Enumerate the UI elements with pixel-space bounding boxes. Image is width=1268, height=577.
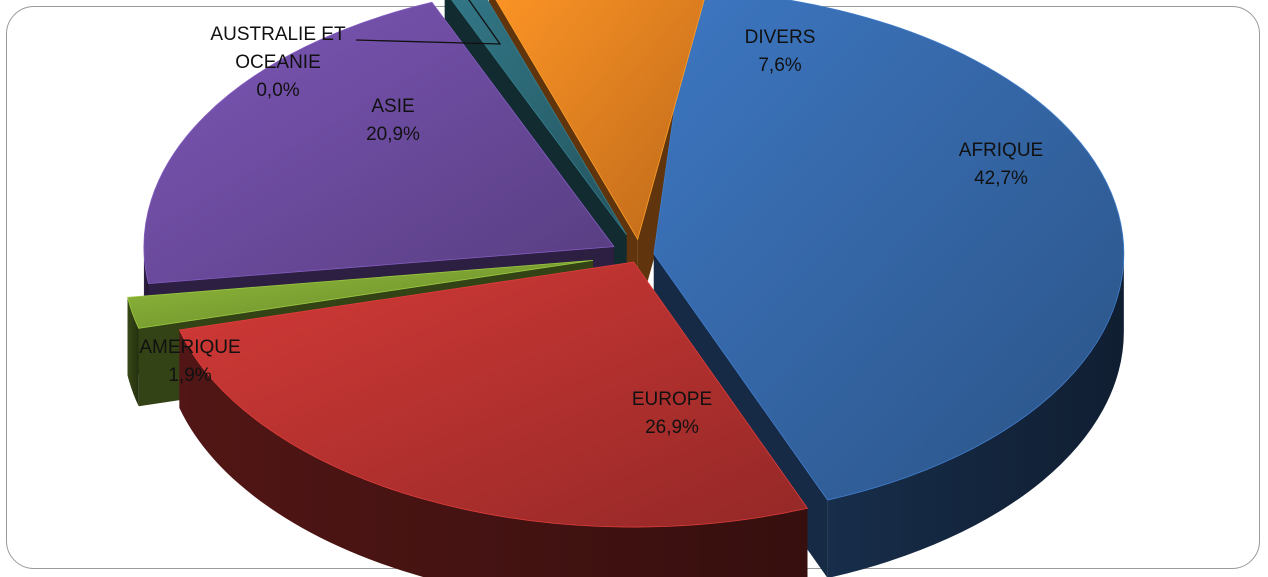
- slice-asie: [143, 1, 615, 285]
- data-label-3: ASIE 20,9%: [366, 96, 420, 145]
- data-label-value: 26,9%: [645, 417, 699, 438]
- slice-divers: [495, 0, 705, 241]
- slice-europe: [178, 261, 809, 528]
- leader-line: [355, 0, 502, 45]
- data-label-category: AFRIQUE: [959, 140, 1043, 161]
- data-label-5: DIVERS 7,6%: [745, 27, 816, 76]
- data-label-value: 0,0%: [256, 80, 299, 101]
- data-label-value: 20,9%: [366, 124, 420, 145]
- slice-amerique: [127, 259, 594, 329]
- slice-outer-wall: [127, 297, 139, 407]
- data-label-value: 7,6%: [758, 55, 801, 76]
- slice-outer-wall: [827, 253, 1124, 577]
- data-label-4: AUSTRALIE ET OCEANIE 0,0%: [210, 24, 346, 101]
- data-label-category: EUROPE: [632, 389, 712, 410]
- slice-australie-et-oceanie: [451, 0, 627, 236]
- slice-outer-wall: [179, 329, 808, 577]
- data-label-1: EUROPE 26,9%: [632, 389, 712, 438]
- data-label-category: OCEANIE: [235, 52, 321, 73]
- data-label-2: AMERIQUE 1,9%: [139, 337, 240, 386]
- data-label-value: 1,9%: [168, 365, 211, 386]
- data-label-category: AUSTRALIE ET: [210, 24, 346, 45]
- data-label-category: ASIE: [371, 96, 414, 117]
- data-label-category: AMERIQUE: [139, 337, 240, 358]
- slice-afrique: [653, 0, 1125, 501]
- data-label-0: AFRIQUE 42,7%: [959, 140, 1043, 189]
- data-label-value: 42,7%: [974, 168, 1028, 189]
- data-label-category: DIVERS: [745, 27, 816, 48]
